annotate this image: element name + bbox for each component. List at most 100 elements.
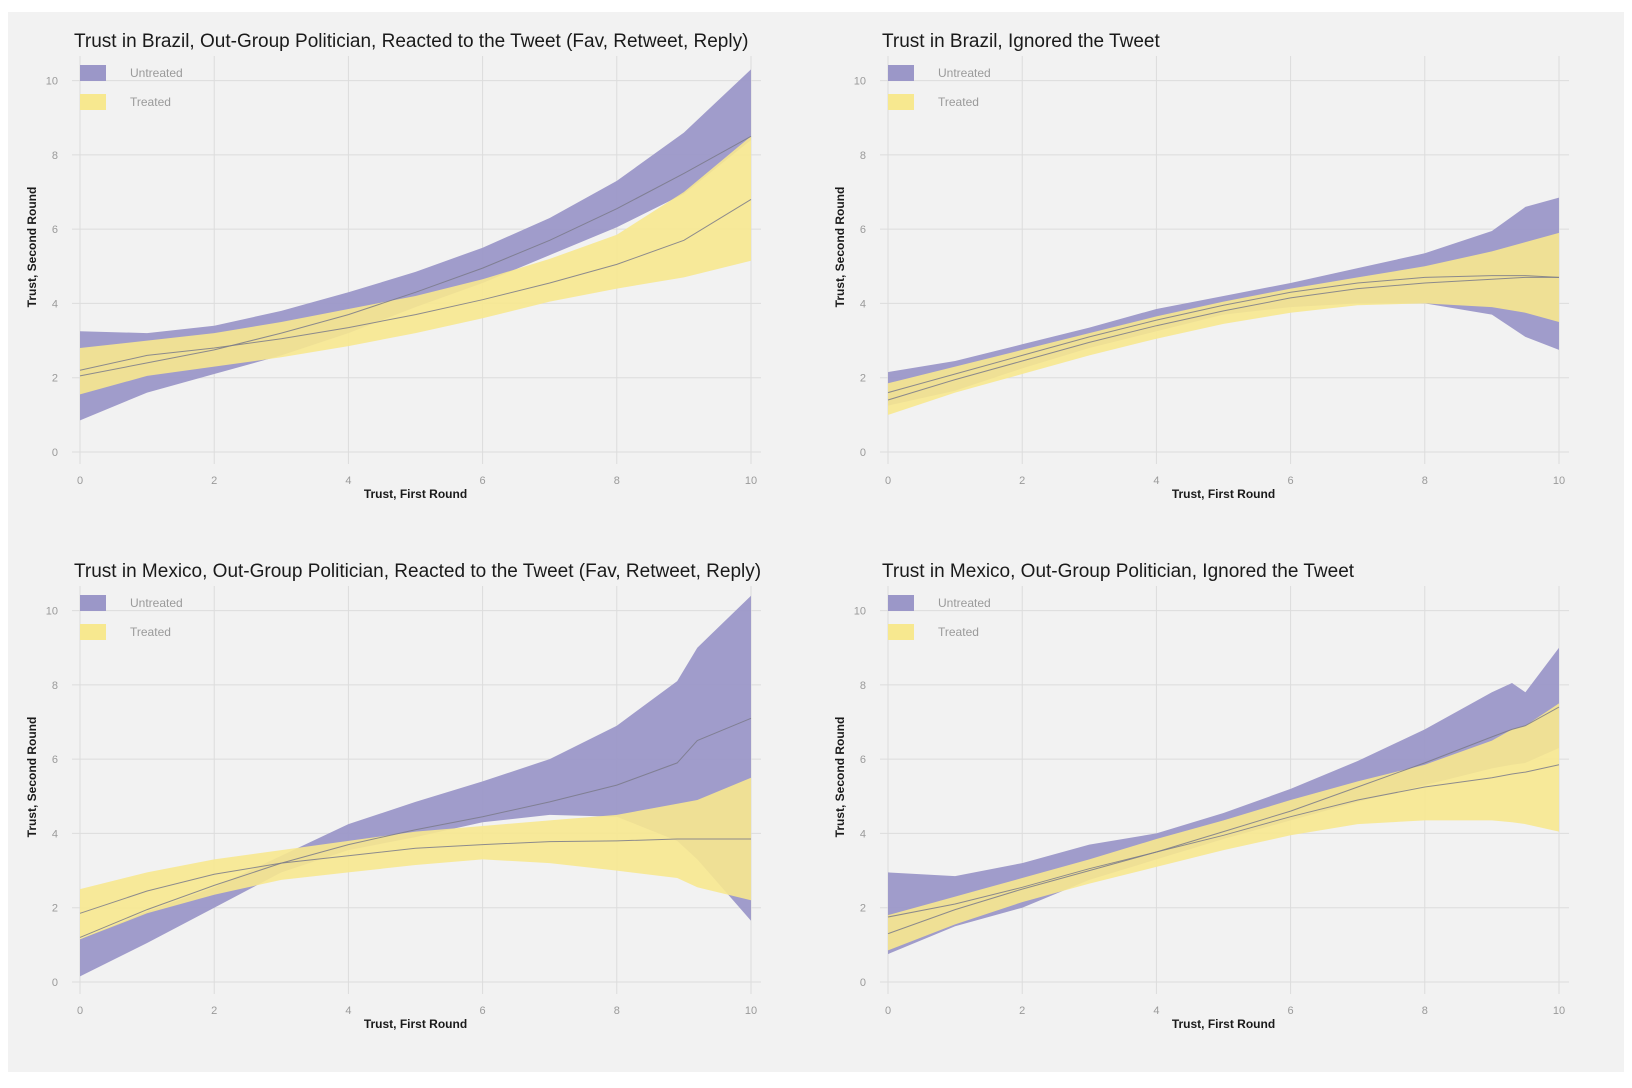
x-tick-label: 4: [345, 1005, 351, 1017]
y-tick-label: 10: [46, 606, 58, 618]
chart-title: Trust in Brazil, Out-Group Politician, R…: [74, 31, 748, 52]
y-axis-label: Trust, Second Round: [25, 187, 39, 308]
x-axis-label: Trust, First Round: [1172, 1017, 1275, 1031]
x-tick-label: 6: [1288, 475, 1294, 487]
legend-label-treated: Treated: [938, 625, 979, 639]
y-tick-label: 8: [52, 150, 58, 162]
y-tick-label: 4: [52, 298, 58, 310]
y-tick-label: 0: [52, 447, 58, 459]
x-tick-label: 10: [1553, 1005, 1565, 1017]
x-tick-label: 0: [77, 475, 83, 487]
x-tick-label: 6: [480, 1005, 486, 1017]
figure: 0 2 4 6 8 10 0 2 4 6 8 10 Trust, First Round Trust, S…: [8, 12, 1624, 1072]
legend-label-untreated: Untreated: [130, 66, 183, 80]
legend: Untreated Treated: [80, 65, 183, 110]
y-tick-label: 10: [854, 606, 866, 618]
legend-swatch-treated: [80, 94, 106, 110]
x-axis-label: Trust, First Round: [1172, 487, 1275, 501]
x-tick-label: 0: [885, 1005, 891, 1017]
x-tick-label: 0: [885, 475, 891, 487]
legend-swatch-untreated: [80, 65, 106, 81]
fit-line-untreated: [79, 717, 752, 938]
legend-swatch-treated: [80, 624, 106, 640]
y-tick-label: 8: [52, 680, 58, 692]
y-tick-label: 6: [52, 224, 58, 236]
chart-title: Trust in Mexico, Out-Group Politician, R…: [74, 561, 761, 582]
x-tick-label: 10: [745, 475, 757, 487]
fit-line-untreated: [79, 135, 752, 377]
x-tick-label: 8: [1422, 1005, 1428, 1017]
x-tick-label: 8: [614, 475, 620, 487]
legend: Untreated Treated: [80, 595, 183, 640]
confidence-band-treated: [80, 136, 751, 395]
y-tick-label: 6: [52, 754, 58, 766]
y-tick-label: 4: [860, 298, 866, 310]
legend-label-untreated: Untreated: [938, 596, 991, 610]
confidence-band-treated: [888, 703, 1559, 951]
x-tick-label: 4: [1153, 1005, 1159, 1017]
fit-line-treated: [79, 198, 752, 371]
legend-label-treated: Treated: [938, 95, 979, 109]
legend-swatch-untreated: [888, 65, 914, 81]
x-axis-label: Trust, First Round: [364, 487, 467, 501]
chart-mexico-reacted: 0 2 4 6 8 10 0 2 4 6 8 10 Trust, First Round Trust, S…: [25, 561, 761, 1031]
x-tick-label: 8: [614, 1005, 620, 1017]
y-tick-label: 10: [854, 76, 866, 88]
y-tick-label: 4: [860, 828, 866, 840]
legend-swatch-treated: [888, 624, 914, 640]
y-tick-label: 0: [860, 447, 866, 459]
fit-line-treated: [887, 276, 1559, 401]
fit-line-treated: [887, 764, 1560, 935]
y-tick-label: 10: [46, 76, 58, 88]
chart-title: Trust in Brazil, Ignored the Tweet: [882, 31, 1160, 52]
x-tick-label: 4: [1153, 475, 1159, 487]
x-tick-label: 6: [1288, 1005, 1294, 1017]
panel-brazil-ignored: 0 2 4 6 8 10 0 2 4 6 8 10 Trust, First Round Trust, S…: [816, 12, 1624, 542]
legend-swatch-untreated: [888, 595, 914, 611]
x-tick-label: 0: [77, 1005, 83, 1017]
panel-mexico-ignored: 0 2 4 6 8 10 0 2 4 6 8 10 Trust, First Round Trust, S…: [816, 542, 1624, 1072]
legend-label-untreated: Untreated: [938, 66, 991, 80]
y-tick-label: 0: [52, 977, 58, 989]
x-tick-label: 8: [1422, 475, 1428, 487]
x-tick-label: 4: [345, 475, 351, 487]
legend: Untreated Treated: [888, 65, 991, 110]
y-tick-label: 2: [860, 373, 866, 385]
x-tick-label: 10: [1553, 475, 1565, 487]
x-tick-label: 2: [1019, 475, 1025, 487]
fit-line-untreated: [887, 275, 1560, 394]
legend-swatch-untreated: [80, 595, 106, 611]
y-tick-label: 6: [860, 754, 866, 766]
y-tick-label: 6: [860, 224, 866, 236]
confidence-band-treated: [80, 777, 751, 940]
y-axis-label: Trust, Second Round: [833, 717, 847, 838]
legend-label-untreated: Untreated: [130, 596, 183, 610]
fit-line-treated: [79, 838, 751, 914]
y-tick-label: 2: [52, 903, 58, 915]
confidence-band-untreated: [80, 595, 751, 977]
confidence-band-treated: [888, 232, 1559, 415]
chart-brazil-ignored: 0 2 4 6 8 10 0 2 4 6 8 10 Trust, First Round Trust, S…: [833, 31, 1569, 501]
legend-label-treated: Treated: [130, 95, 171, 109]
chart-mexico-ignored: 0 2 4 6 8 10 0 2 4 6 8 10 Trust, First Round Trust, S…: [833, 561, 1569, 1031]
x-tick-label: 2: [1019, 1005, 1025, 1017]
y-tick-label: 8: [860, 680, 866, 692]
y-tick-label: 8: [860, 150, 866, 162]
x-tick-label: 6: [480, 475, 486, 487]
x-axis-label: Trust, First Round: [364, 1017, 467, 1031]
legend-swatch-treated: [888, 94, 914, 110]
y-tick-label: 0: [860, 977, 866, 989]
fit-line-untreated: [887, 706, 1560, 918]
x-tick-label: 2: [211, 1005, 217, 1017]
chart-title: Trust in Mexico, Out-Group Politician, I…: [882, 561, 1355, 582]
y-tick-label: 2: [52, 373, 58, 385]
x-tick-label: 10: [745, 1005, 757, 1017]
chart-brazil-reacted: 0 2 4 6 8 10 0 2 4 6 8 10 Trust, First Round Trust, S…: [25, 31, 761, 501]
y-axis-label: Trust, Second Round: [25, 717, 39, 838]
legend-label-treated: Treated: [130, 625, 171, 639]
panel-brazil-reacted: 0 2 4 6 8 10 0 2 4 6 8 10 Trust, First Round Trust, S…: [8, 12, 816, 542]
y-axis-label: Trust, Second Round: [833, 187, 847, 308]
legend: Untreated Treated: [888, 595, 991, 640]
y-tick-label: 2: [860, 903, 866, 915]
panel-mexico-reacted: 0 2 4 6 8 10 0 2 4 6 8 10 Trust, First Round Trust, S…: [8, 542, 816, 1072]
